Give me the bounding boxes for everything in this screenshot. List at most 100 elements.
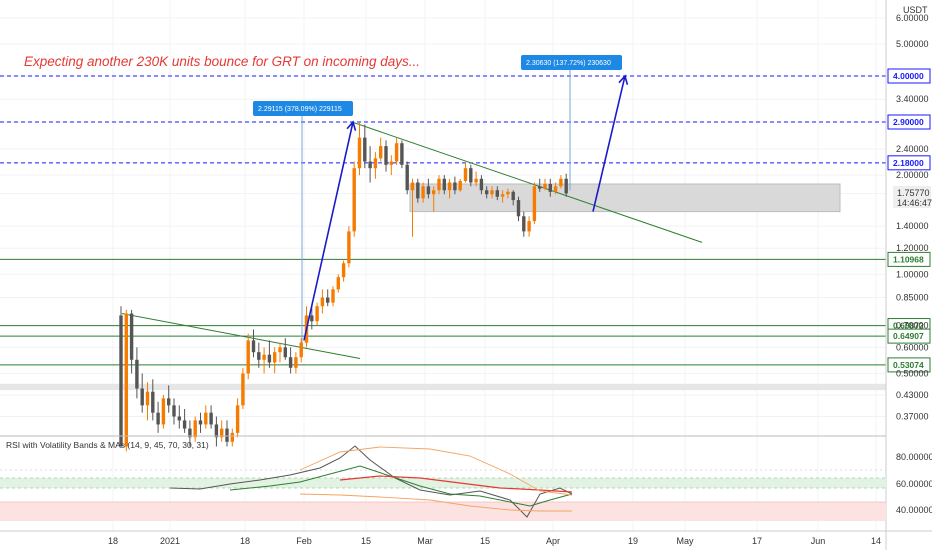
price-tick: 0.50000 bbox=[896, 368, 929, 378]
time-tick: Mar bbox=[417, 536, 433, 546]
candle-body bbox=[463, 168, 468, 181]
candle-body bbox=[241, 373, 245, 406]
candle-body bbox=[167, 398, 171, 406]
candle-body bbox=[310, 315, 314, 322]
time-tick: Jun bbox=[811, 536, 826, 546]
price-tick: 6.00000 bbox=[896, 13, 929, 23]
candle-body bbox=[225, 428, 229, 442]
candle-body bbox=[257, 352, 261, 360]
price-tick: 1.00000 bbox=[896, 269, 929, 279]
candle-body bbox=[453, 182, 457, 191]
candle-body bbox=[326, 297, 330, 303]
zone-box bbox=[409, 183, 841, 213]
price-tick: 0.37000 bbox=[896, 411, 929, 421]
candle-body bbox=[437, 178, 441, 191]
level-label: 4.00000 bbox=[893, 71, 924, 81]
level-label-box bbox=[887, 357, 931, 373]
candle-body bbox=[145, 391, 150, 406]
level-label: 2.90000 bbox=[893, 117, 924, 127]
time-tick: 18 bbox=[108, 536, 118, 546]
time-tick: 17 bbox=[752, 536, 762, 546]
rsi-lower-band-line bbox=[299, 493, 572, 512]
arrow-second bbox=[592, 75, 626, 212]
candle-body bbox=[172, 405, 176, 417]
level-label: 0.64907 bbox=[893, 331, 924, 341]
consolidation-zone bbox=[409, 183, 841, 213]
price-tick: 0.85000 bbox=[896, 293, 929, 303]
time-tick: Apr bbox=[546, 536, 560, 546]
rsi-upper-band-line bbox=[299, 446, 573, 496]
horizontal-levels: 4.00000 2.90000 2.18000 1.10968 0.698720.649… bbox=[0, 68, 931, 373]
candle-body bbox=[220, 428, 224, 438]
candle-body bbox=[559, 178, 563, 187]
rsi-lines bbox=[169, 445, 573, 518]
projection-arrows bbox=[303, 74, 629, 341]
candle-body bbox=[182, 420, 187, 429]
candle-body bbox=[516, 200, 521, 217]
rsi-pane bbox=[0, 445, 886, 521]
price-tick: 3.40000 bbox=[896, 94, 929, 104]
candle-body bbox=[209, 412, 213, 425]
price-tick: 5.00000 bbox=[896, 39, 929, 49]
candle-body bbox=[204, 412, 208, 425]
candle-body bbox=[262, 354, 266, 360]
price-tick: 0.43000 bbox=[896, 390, 929, 400]
time-axis[interactable]: 18 2021 18 Feb 15 Mar 15 Apr 19 May 17 Jun 14 bbox=[108, 536, 881, 546]
candle-body bbox=[352, 168, 356, 232]
candle-body bbox=[273, 352, 277, 363]
axis-unit: USDT bbox=[903, 5, 928, 15]
candle-body bbox=[506, 191, 510, 195]
candle-body bbox=[124, 313, 128, 447]
level-label: 0.53074 bbox=[893, 360, 924, 370]
rsi-lower-band bbox=[0, 502, 886, 521]
candle-body bbox=[278, 347, 282, 353]
candle-body bbox=[485, 190, 489, 195]
measure-label-first-text: 2.29115 (378.09%) 229115 bbox=[258, 106, 342, 113]
arrow-first bbox=[303, 121, 354, 341]
time-tick: 14 bbox=[871, 536, 881, 546]
candle-body bbox=[421, 186, 425, 199]
level-label: 0.69872 bbox=[893, 321, 924, 331]
candle-body bbox=[432, 190, 436, 195]
candle-body bbox=[458, 180, 462, 191]
candle-body bbox=[288, 357, 293, 368]
candle-body bbox=[469, 168, 473, 183]
measure-label-second-text: 2.30630 (137.72%) 230630 bbox=[526, 60, 611, 67]
candle-body bbox=[119, 315, 123, 447]
level-label-box bbox=[887, 328, 931, 344]
time-tick: 18 bbox=[240, 536, 250, 546]
candle-body bbox=[283, 347, 287, 358]
candle-body bbox=[532, 186, 537, 222]
rsi-long-ma bbox=[339, 475, 573, 493]
chart-title: Expecting another 230K units bounce for … bbox=[24, 54, 420, 69]
candle-body bbox=[400, 143, 404, 165]
rsi-tick-60: 60.00000 bbox=[896, 479, 932, 489]
candle-body bbox=[479, 178, 484, 191]
price-tick: 2.00000 bbox=[896, 170, 929, 180]
time-tick: 15 bbox=[361, 536, 371, 546]
candle-body bbox=[405, 164, 409, 191]
candle-body bbox=[500, 194, 505, 197]
candle-body bbox=[442, 178, 446, 191]
time-tick: May bbox=[676, 536, 694, 546]
candle-body bbox=[416, 182, 420, 199]
rsi-tick-40: 40.00000 bbox=[896, 505, 932, 515]
candle-body bbox=[410, 182, 415, 191]
candle-body bbox=[347, 231, 351, 264]
measure-lines bbox=[301, 70, 571, 348]
candle-body bbox=[474, 178, 478, 183]
trendline-lower bbox=[121, 313, 361, 359]
level-label: 1.10968 bbox=[893, 254, 924, 264]
lower-band bbox=[0, 383, 886, 391]
level-label-box bbox=[887, 251, 931, 267]
candle-body bbox=[522, 216, 526, 232]
price-axis[interactable]: 6.00000 5.00000 3.40000 2.40000 2.00000 1.400… bbox=[896, 13, 929, 421]
measure-label-second: 2.30630 (137.72%) 230630 bbox=[521, 55, 622, 70]
rsi-tick-80: 80.00000 bbox=[896, 452, 932, 462]
rsi-ma bbox=[229, 465, 573, 507]
candle-body bbox=[527, 221, 531, 232]
candle-body bbox=[368, 161, 372, 169]
candle-body bbox=[511, 191, 515, 201]
